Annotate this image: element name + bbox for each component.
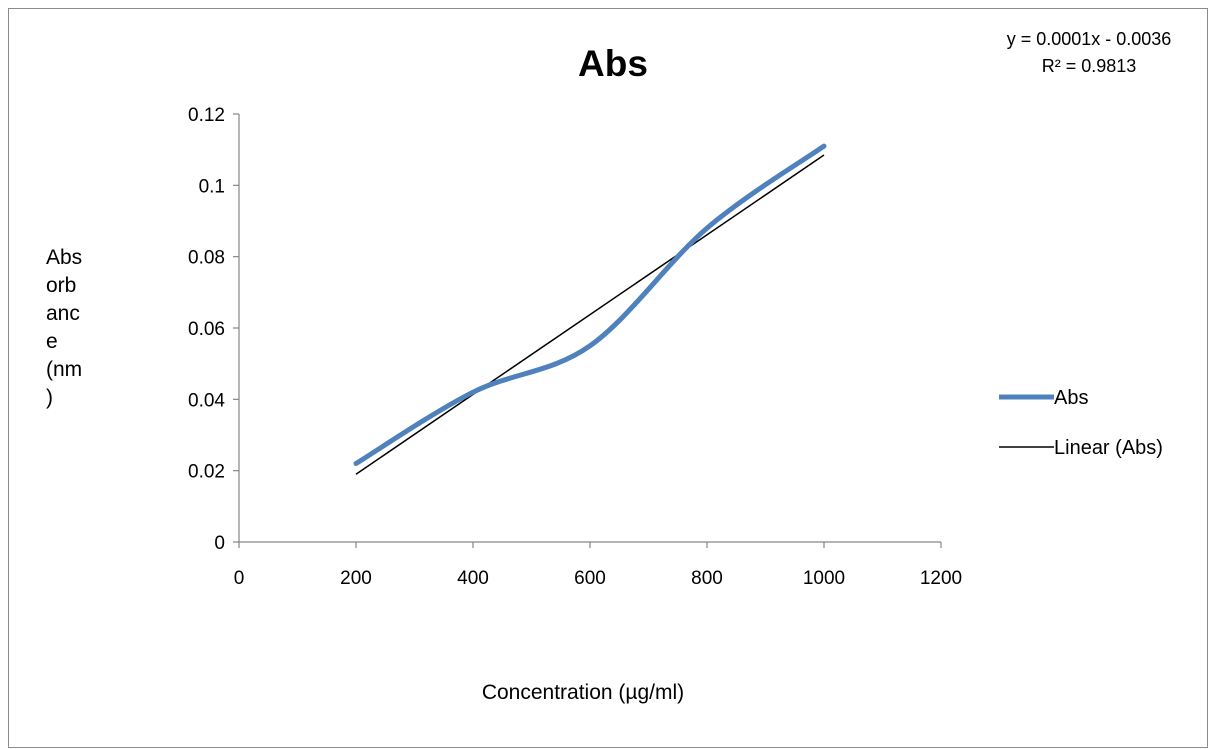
chart-svg: Abs y = 0.0001x - 0.0036 R² = 0.9813 Abs… <box>46 29 1172 704</box>
y-axis-title-line: ) <box>46 386 53 409</box>
y-axis-title-line: e <box>46 330 58 353</box>
series-line-abs <box>353 143 827 467</box>
y-axis-title-line: Abs <box>46 246 82 269</box>
y-axis-title-line: (nm <box>46 358 82 381</box>
chart-title: Abs <box>578 43 648 84</box>
legend-label-abs: Abs <box>1054 387 1088 409</box>
y-tick-label: 0.12 <box>188 105 225 126</box>
trendline-r-squared: R² = 0.9813 <box>1042 56 1137 76</box>
x-tick-label: 1200 <box>920 568 962 589</box>
trendline-linear-abs <box>355 154 825 475</box>
y-axis-title-line: anc <box>46 302 80 325</box>
plot-area <box>353 143 827 475</box>
x-tick-label: 600 <box>574 568 606 589</box>
y-tick-label: 0.02 <box>188 462 225 483</box>
x-tick-label: 400 <box>457 568 489 589</box>
y-tick-label: 0.1 <box>199 176 225 197</box>
legend: Abs Linear (Abs) <box>999 387 1163 459</box>
trendline-equation: y = 0.0001x - 0.0036 <box>1007 29 1172 49</box>
y-tick-label: 0.04 <box>188 390 225 411</box>
y-tick-label: 0 <box>214 533 225 554</box>
x-tick-label: 0 <box>234 568 245 589</box>
x-tick-label: 200 <box>340 568 372 589</box>
y-tick-label: 0.08 <box>188 248 225 269</box>
y-axis-title-line: orb <box>46 274 76 297</box>
legend-label-linear: Linear (Abs) <box>1054 437 1163 459</box>
x-tick-label: 1000 <box>803 568 845 589</box>
axes: 0 0.02 0.04 0.06 0.08 0.1 0.12 0 200 400 600 800 100… <box>188 105 962 589</box>
y-tick-label: 0.06 <box>188 319 225 340</box>
chart-frame: Abs y = 0.0001x - 0.0036 R² = 0.9813 Abs… <box>8 8 1208 748</box>
y-axis-title: Abs orb anc e (nm ) <box>46 246 82 409</box>
x-tick-label: 800 <box>691 568 723 589</box>
x-axis-title: Concentration (µg/ml) <box>482 681 684 704</box>
